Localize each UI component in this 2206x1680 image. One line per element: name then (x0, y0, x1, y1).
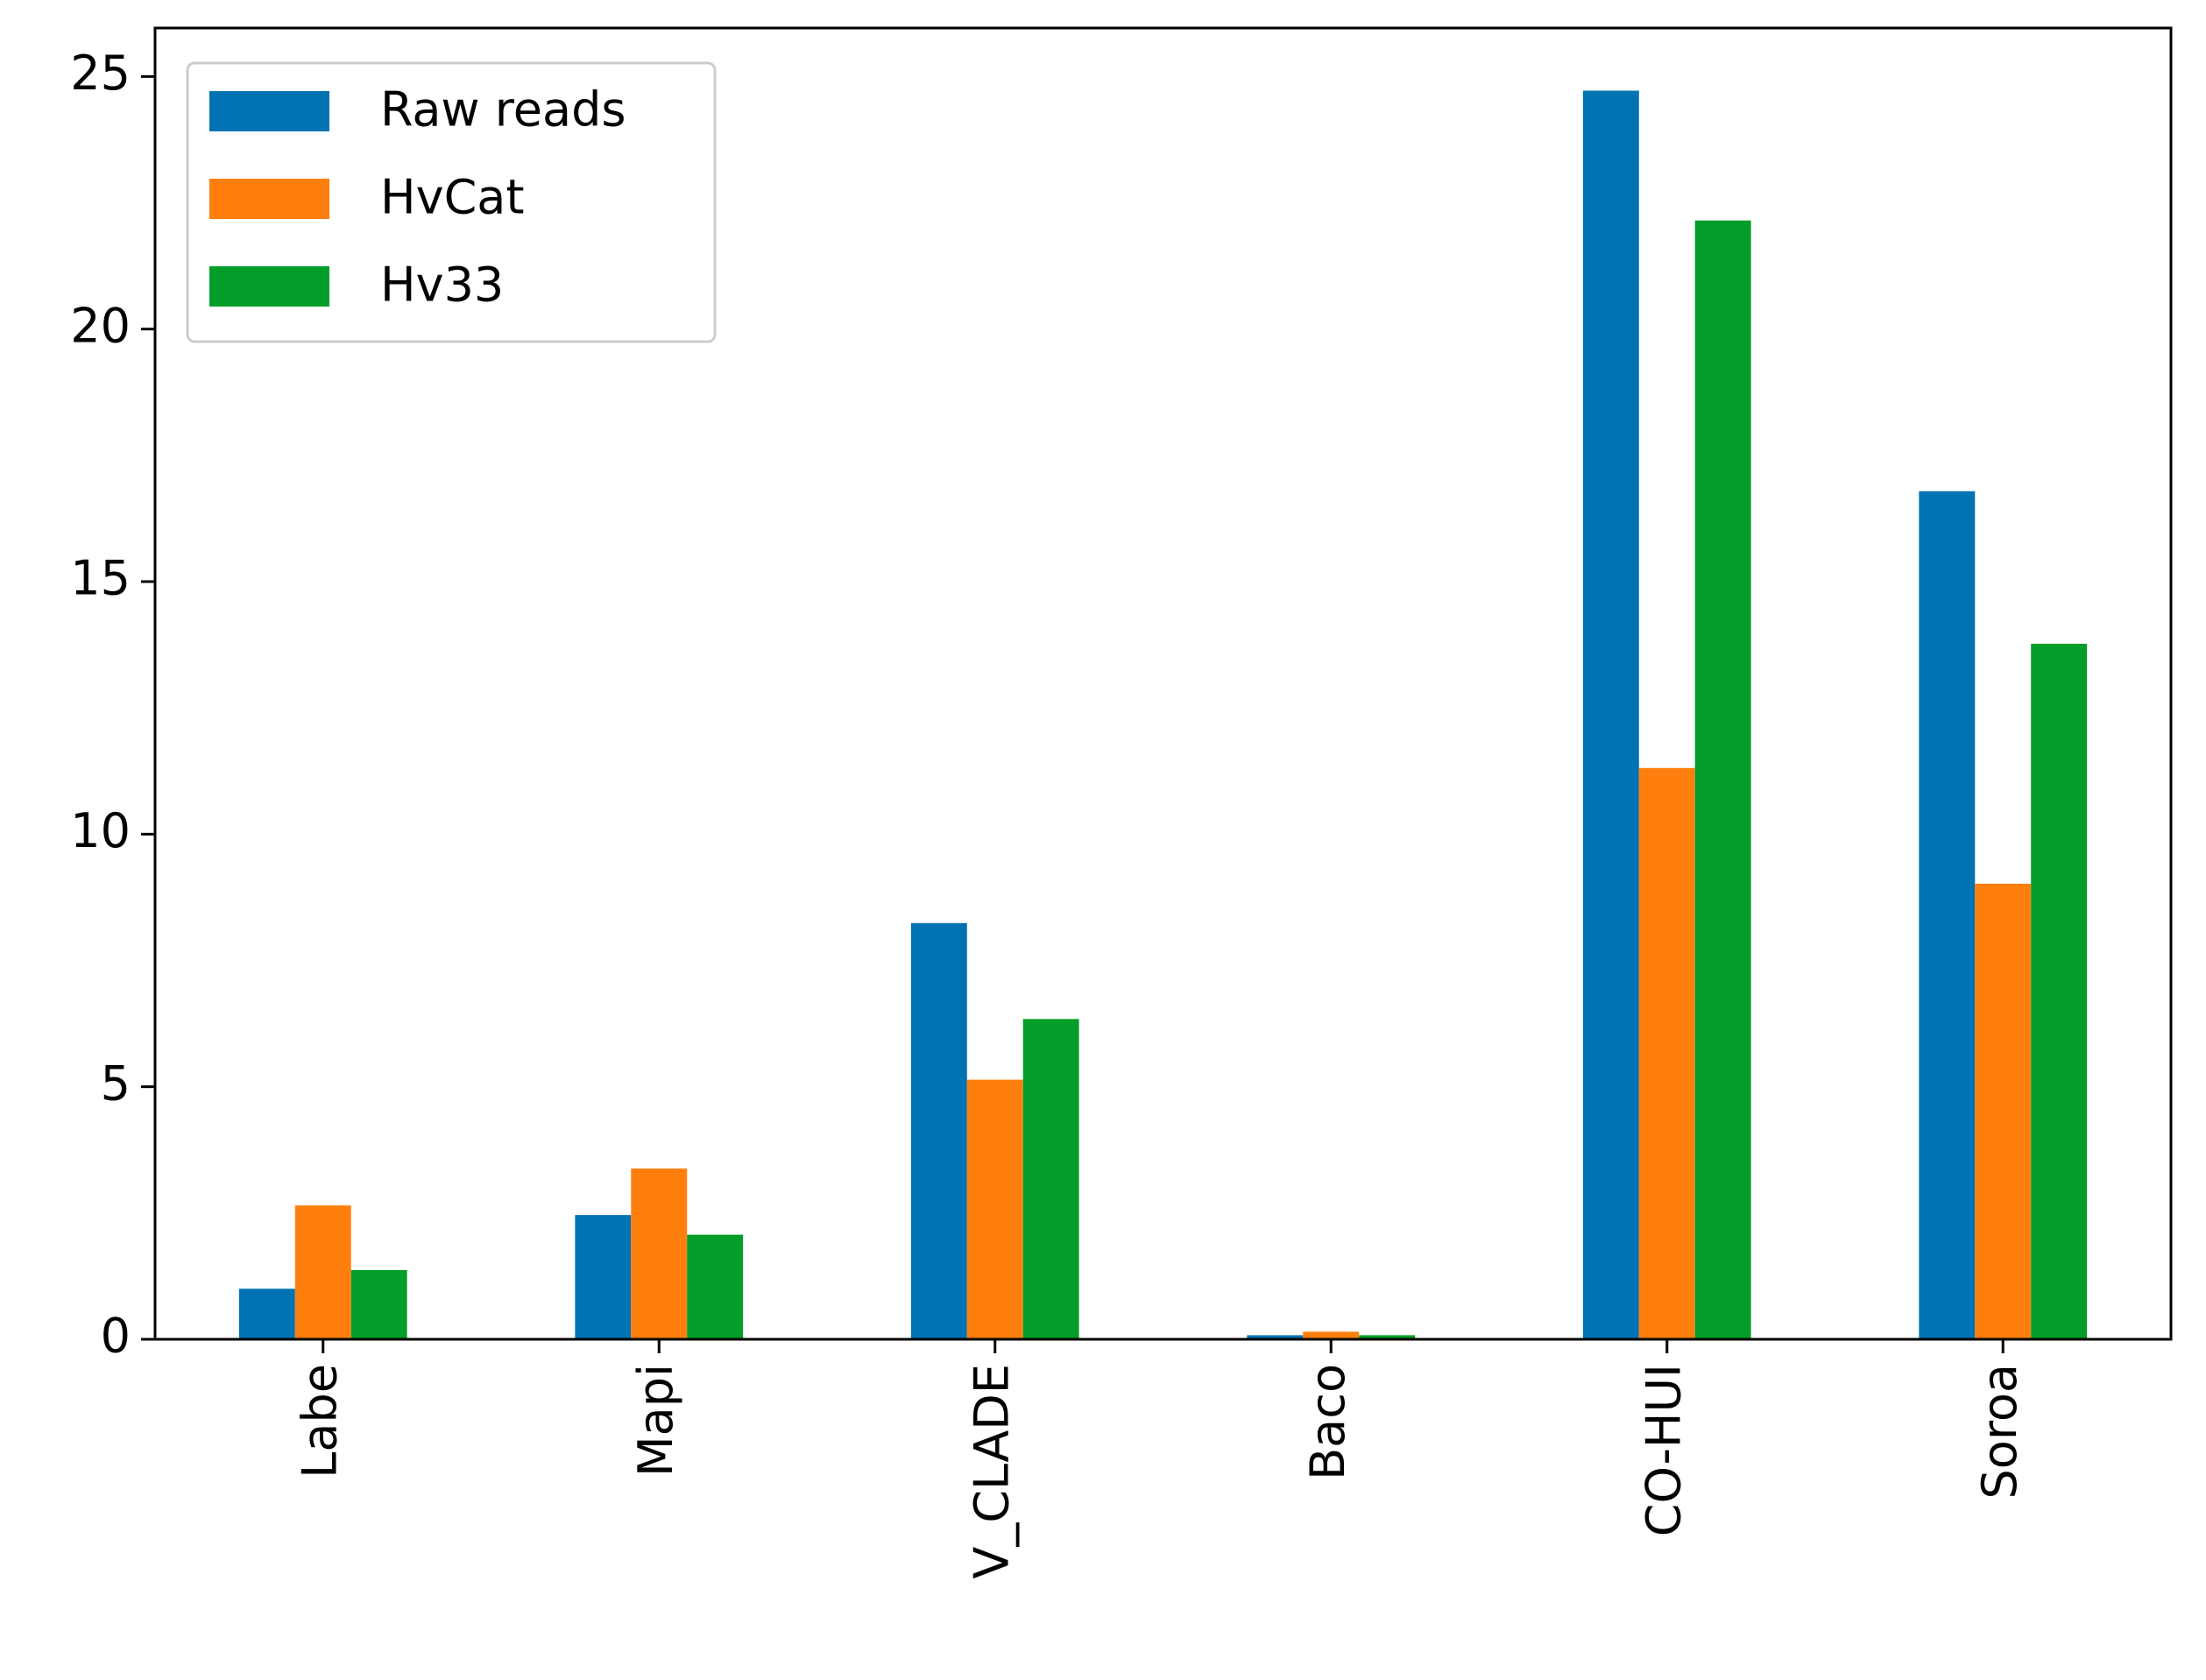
bar (1919, 491, 1976, 1339)
y-tick-label: 10 (70, 803, 131, 858)
bar (910, 922, 967, 1339)
y-tick-label: 25 (70, 46, 131, 101)
legend-swatch (209, 91, 329, 131)
legend-label: Hv33 (380, 258, 504, 313)
y-tick-label: 15 (70, 551, 131, 606)
bar (1359, 1335, 1416, 1339)
legend-swatch (209, 266, 329, 307)
bar (1975, 883, 2032, 1339)
x-tick-label: CO-HUI (1636, 1364, 1691, 1536)
x-tick-label: Baco (1300, 1364, 1355, 1480)
y-tick-label: 0 (101, 1309, 131, 1364)
bar (1247, 1335, 1304, 1339)
x-tick-label: Labe (292, 1364, 347, 1479)
bar (1582, 90, 1639, 1340)
legend-swatch (209, 179, 329, 219)
bar (1638, 767, 1695, 1339)
legend-label: HvCat (380, 170, 525, 225)
bar (238, 1288, 295, 1339)
bar (687, 1234, 744, 1339)
bar (1694, 220, 1751, 1340)
y-tick-label: 5 (101, 1055, 131, 1111)
bar (631, 1168, 688, 1339)
bar (1303, 1331, 1360, 1339)
bar (2031, 643, 2088, 1339)
x-tick-label: Mapi (628, 1364, 683, 1477)
bar (350, 1269, 407, 1339)
plot-frame (153, 26, 2173, 1341)
bar (966, 1079, 1023, 1339)
x-tick-label: V_CLADE (964, 1364, 1019, 1579)
bar (1022, 1019, 1079, 1339)
legend-label: Raw reads (380, 82, 626, 138)
x-tick-label: Soroa (1972, 1364, 2027, 1499)
bar (575, 1215, 632, 1339)
bar (294, 1205, 351, 1339)
legend: Raw reads HvCat Hv33 (186, 61, 717, 343)
y-tick-label: 20 (70, 298, 131, 353)
